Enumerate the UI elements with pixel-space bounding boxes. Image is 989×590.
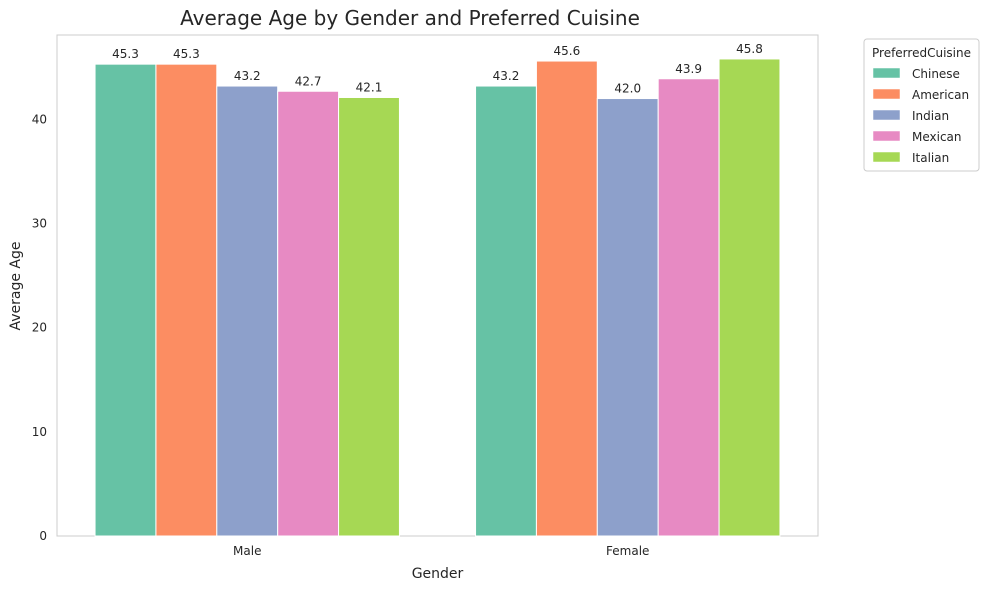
- plot-area-frame: [56, 34, 819, 537]
- legend-label-chinese: Chinese: [912, 67, 960, 81]
- bar-male-mexican: [277, 90, 340, 537]
- x-axis-ticks: Male Female: [233, 544, 649, 558]
- bar-male-indian: [216, 85, 279, 537]
- data-label-male-chinese: 45.3: [112, 47, 139, 61]
- x-axis-label: Gender: [412, 566, 464, 582]
- y-axis-ticks: 0 10 20 30 40: [32, 112, 47, 543]
- data-label-female-chinese: 43.2: [493, 69, 520, 83]
- bar-male-italian: [338, 96, 400, 537]
- y-tick-label: 0: [39, 529, 47, 543]
- y-tick-label: 40: [32, 112, 47, 126]
- data-label-female-mexican: 43.9: [675, 62, 702, 76]
- data-label-female-american: 45.6: [554, 44, 581, 58]
- legend-swatch-chinese: [872, 67, 901, 79]
- legend-items: Chinese American Indian Mexican Italian: [872, 67, 969, 165]
- data-label-female-italian: 45.8: [736, 42, 763, 56]
- bars-layer: [94, 58, 781, 537]
- y-tick-label: 20: [32, 321, 47, 335]
- data-label-female-indian: 42.0: [614, 82, 641, 96]
- bar-female-american: [535, 60, 598, 537]
- bar-male-chinese: [94, 63, 157, 537]
- bar-female-italian: [718, 58, 781, 537]
- legend-label-american: American: [912, 88, 969, 102]
- x-tick-label: Female: [606, 544, 649, 558]
- legend: PreferredCuisine Chinese American Indian Me…: [863, 38, 980, 172]
- data-label-male-indian: 43.2: [234, 69, 261, 83]
- bar-female-chinese: [475, 85, 537, 537]
- x-tick-label: Male: [233, 544, 261, 558]
- legend-title: PreferredCuisine: [872, 46, 971, 60]
- bar-female-mexican: [657, 78, 720, 537]
- data-labels-layer: 45.3 45.3 43.2 42.7 42.1 43.2 45.6 42.0 43.9 45.8: [112, 42, 763, 96]
- y-tick-label: 30: [32, 217, 47, 231]
- legend-label-italian: Italian: [912, 151, 949, 165]
- legend-swatch-mexican: [872, 130, 901, 142]
- data-label-male-italian: 42.1: [356, 80, 383, 94]
- legend-swatch-american: [872, 88, 901, 100]
- legend-swatch-indian: [872, 109, 901, 121]
- bar-female-indian: [596, 98, 659, 537]
- data-label-male-american: 45.3: [173, 47, 200, 61]
- y-tick-label: 10: [32, 425, 47, 439]
- chart-title: Average Age by Gender and Preferred Cuis…: [180, 6, 640, 30]
- legend-label-indian: Indian: [912, 109, 949, 123]
- y-axis-label: Average Age: [8, 241, 24, 330]
- data-label-male-mexican: 42.7: [295, 74, 322, 88]
- bar-male-american: [155, 63, 218, 537]
- legend-label-mexican: Mexican: [912, 130, 962, 144]
- legend-swatch-italian: [872, 151, 901, 163]
